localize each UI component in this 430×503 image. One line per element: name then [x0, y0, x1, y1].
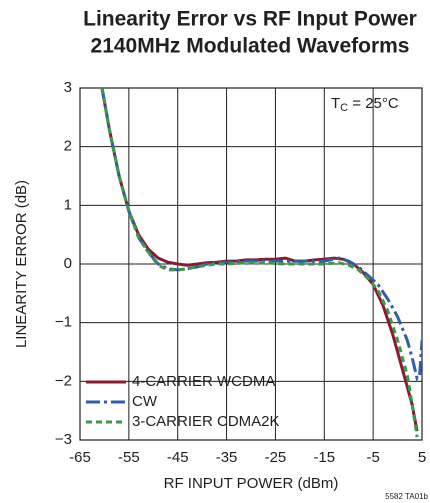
- y-tick-label: 2: [64, 138, 72, 155]
- x-tick-label: -5: [366, 449, 379, 466]
- y-tick-label: −1: [55, 314, 72, 331]
- x-tick-label: -35: [216, 449, 238, 466]
- legend-label: CW: [132, 393, 158, 410]
- legend-label: 4-CARRIER WCDMA: [132, 373, 275, 390]
- y-tick-label: −2: [55, 372, 72, 389]
- x-tick-label: -45: [167, 449, 189, 466]
- x-axis-label: RF INPUT POWER (dBm): [164, 475, 339, 492]
- y-tick-label: 3: [64, 79, 72, 96]
- legend-label: 3-CARRIER CDMA2K: [132, 413, 280, 430]
- x-tick-label: -25: [265, 449, 287, 466]
- y-tick-label: 0: [64, 255, 72, 272]
- chart-title: 2140MHz Modulated Waveforms: [91, 35, 410, 58]
- x-tick-label: 5: [418, 449, 426, 466]
- annotation-main: T: [331, 95, 340, 112]
- annotation: TC = 25°C: [331, 95, 399, 114]
- annotation-sub: C: [340, 102, 348, 114]
- footnote: 5582 TA01b: [385, 492, 428, 501]
- x-tick-label: -65: [69, 449, 91, 466]
- x-tick-label: -55: [118, 449, 140, 466]
- chart-title: Linearity Error vs RF Input Power: [83, 8, 417, 31]
- y-axis-label: LINEARITY ERROR (dB): [13, 180, 30, 348]
- y-tick-label: 1: [64, 196, 72, 213]
- series-line: [100, 88, 422, 382]
- y-tick-label: −3: [55, 431, 72, 448]
- plot-frame: [79, 87, 423, 441]
- x-tick-label: -15: [313, 449, 335, 466]
